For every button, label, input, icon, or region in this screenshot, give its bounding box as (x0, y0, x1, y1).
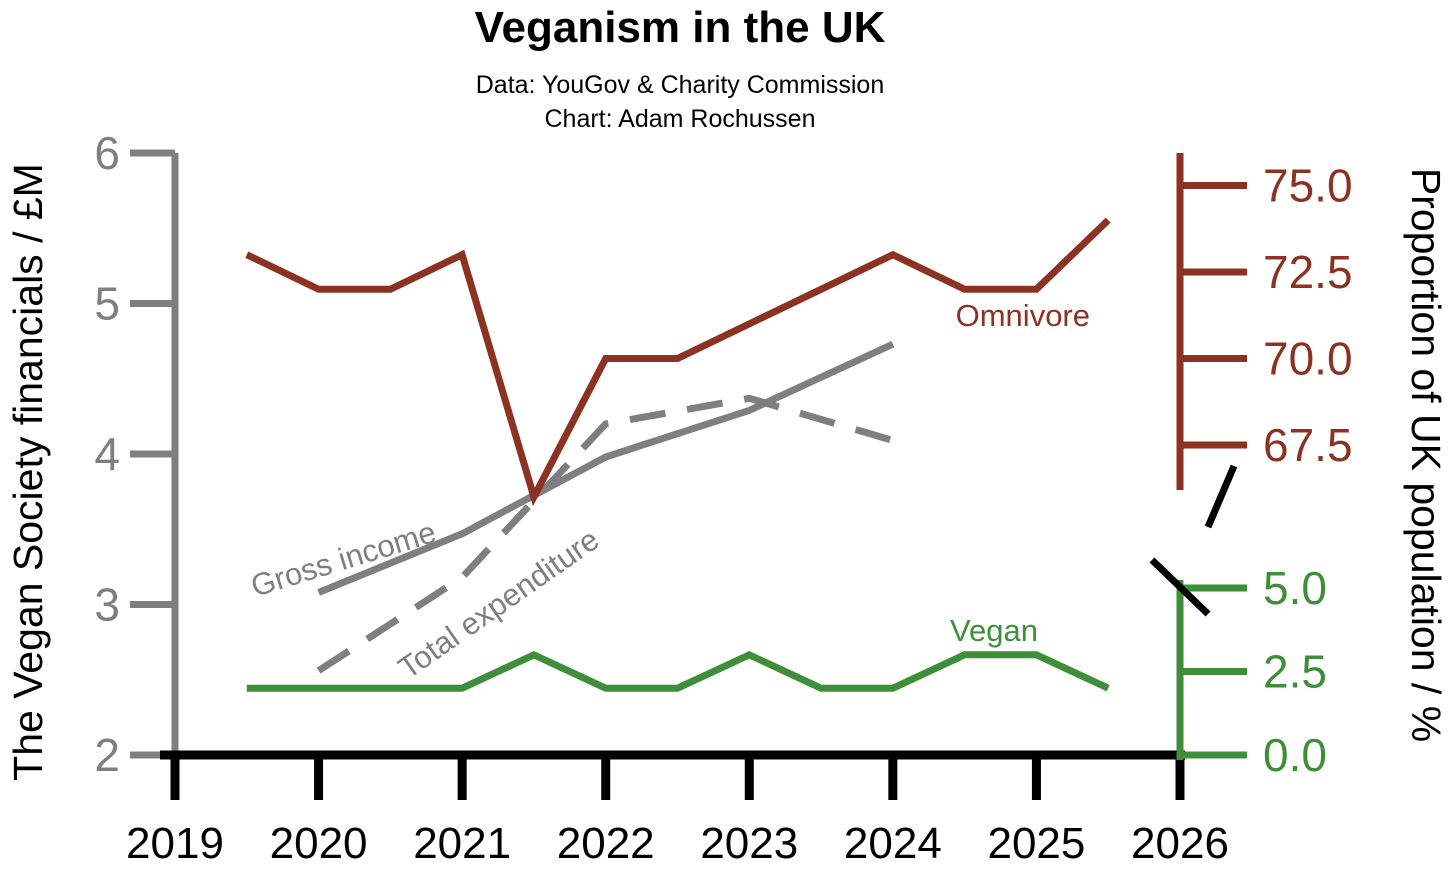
data-point-vegan (460, 686, 464, 690)
left-axis-title: The Vegan Society financials / £M (5, 163, 51, 781)
chart-subtitle-line-1: Data: YouGov & Charity Commission (476, 71, 885, 99)
data-point-vegan (388, 686, 392, 690)
right-upper-tick-label: 75.0 (1263, 160, 1353, 212)
axis-break-mark (1149, 557, 1211, 617)
data-point-omnivore (891, 253, 895, 257)
data-point-omnivore (747, 322, 751, 326)
left-tick-label: 6 (94, 127, 120, 179)
data-point-total-expenditure (891, 438, 895, 442)
data-point-total-expenditure (317, 669, 321, 673)
data-point-vegan (819, 686, 823, 690)
data-point-gross-income (604, 455, 608, 459)
chart-title: Veganism in the UK (475, 3, 886, 52)
data-point-omnivore (676, 357, 680, 361)
data-point-vegan (532, 653, 536, 657)
data-point-total-expenditure (604, 422, 608, 426)
left-tick-label: 3 (94, 579, 120, 631)
right-lower-tick-label: 0.0 (1263, 729, 1327, 781)
data-point-omnivore (1106, 218, 1110, 222)
data-point-vegan (317, 686, 321, 690)
axis-break-mark (1204, 464, 1238, 529)
data-point-vegan (1106, 686, 1110, 690)
data-point-omnivore (604, 357, 608, 361)
data-point-gross-income (317, 590, 321, 594)
series-line-vegan (246, 650, 1110, 692)
data-point-total-expenditure (747, 396, 751, 400)
data-point-omnivore (317, 287, 321, 291)
data-point-omnivore (388, 287, 392, 291)
left-tick-label: 5 (94, 278, 120, 330)
series-line-omnivore (245, 217, 1111, 507)
x-tick-label: 2024 (844, 819, 942, 868)
data-point-gross-income (460, 532, 464, 536)
data-point-omnivore (532, 495, 536, 499)
axes: 2 3 4 5 6 2019 2020 2021 2022 2023 2024 2025 2026 67.… (94, 127, 1352, 868)
data-point-total-expenditure (460, 575, 464, 579)
right-lower-tick-label: 5.0 (1263, 562, 1327, 614)
data-point-omnivore (963, 287, 967, 291)
data-point-omnivore (245, 253, 249, 257)
data-point-vegan (747, 653, 751, 657)
series-label-gross-income: Gross income (247, 514, 440, 603)
right-upper-tick-label: 67.5 (1263, 419, 1353, 471)
left-tick-label: 4 (94, 428, 120, 480)
data-point-gross-income (891, 342, 895, 346)
data-point-vegan (604, 686, 608, 690)
right-axis-title: Proportion of UK population / % (1403, 168, 1449, 742)
data-point-vegan (891, 686, 895, 690)
x-tick-label: 2025 (987, 819, 1085, 868)
data-point-vegan (1034, 653, 1038, 657)
chart-subtitle-line-2: Chart: Adam Rochussen (545, 105, 816, 133)
series-label-omnivore: Omnivore (956, 298, 1090, 333)
series (245, 217, 1111, 692)
x-tick-label: 2021 (413, 819, 511, 868)
data-point-omnivore (1034, 287, 1038, 291)
x-tick-label: 2022 (557, 819, 655, 868)
series-line-gross-income (317, 340, 895, 596)
right-upper-tick-label: 70.0 (1263, 333, 1353, 385)
data-point-vegan (676, 686, 680, 690)
series-line-total-expenditure (316, 394, 894, 674)
data-point-vegan (245, 686, 249, 690)
x-tick-label: 2020 (270, 819, 368, 868)
data-point-omnivore (819, 287, 823, 291)
data-point-gross-income (747, 408, 751, 412)
series-label-vegan: Vegan (950, 613, 1038, 648)
x-tick-label: 2026 (1131, 819, 1229, 868)
x-tick-label: 2019 (126, 819, 224, 868)
data-point-vegan (963, 653, 967, 657)
right-lower-tick-label: 2.5 (1263, 646, 1327, 698)
left-tick-label: 2 (94, 729, 120, 781)
data-point-omnivore (460, 253, 464, 257)
right-upper-tick-label: 72.5 (1263, 246, 1353, 298)
x-tick-label: 2023 (700, 819, 798, 868)
